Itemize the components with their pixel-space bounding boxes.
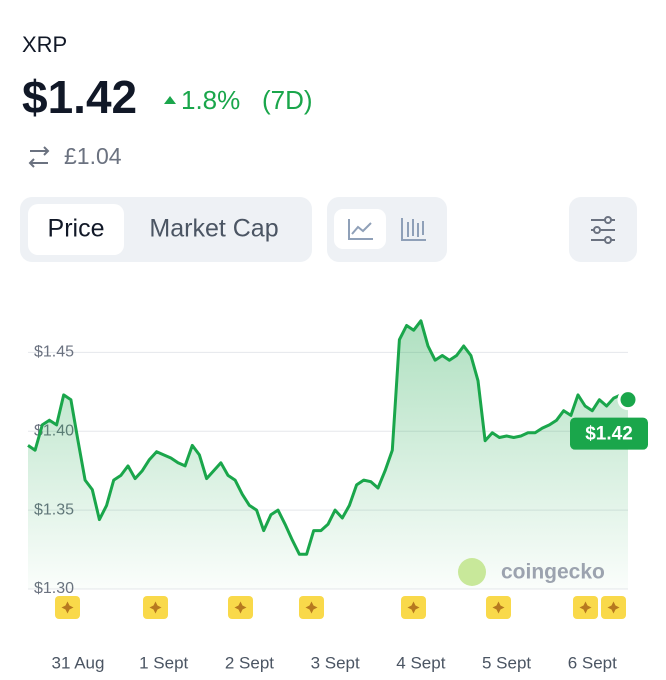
symbol: XRP [22,32,67,57]
x-tick-label: 1 Sept [139,653,188,672]
x-tick-label: 6 Sept [568,653,617,672]
watermark: coingecko [501,561,605,584]
x-tick-label: 2 Sept [225,653,274,672]
end-label: $1.42 [585,424,633,445]
event-star [492,601,505,614]
event-star [305,601,318,614]
tab-active[interactable] [28,204,124,255]
event-star [579,601,592,614]
end-label-box [570,417,648,450]
x-tick-label: 4 Sept [396,653,445,672]
x-tick-label: 3 Sept [311,653,360,672]
settings-icon [591,216,615,244]
period: (7D) [262,85,313,115]
watermark-logo [458,558,486,586]
event-markers [55,596,626,619]
x-tick-label: 5 Sept [482,653,531,672]
tab-market-cap[interactable]: Market Cap [149,215,278,243]
y-tick-label: $1.45 [34,344,74,361]
event-star [407,601,420,614]
price-line [27,319,629,556]
event-star [61,601,74,614]
swap-icon [28,146,50,168]
x-tick-label: 31 Aug [52,653,105,672]
area [28,320,628,589]
candle-icon[interactable] [401,218,426,241]
line-chart-icon [348,219,373,240]
up-arrow [164,96,176,104]
tab-price[interactable]: Price [48,215,105,243]
event-star [607,601,620,614]
change: 1.8% [181,85,240,115]
end-point [617,389,639,411]
event-star [149,601,162,614]
alt-price: £1.04 [64,143,122,169]
price: $1.42 [22,71,137,123]
event-star [234,601,247,614]
